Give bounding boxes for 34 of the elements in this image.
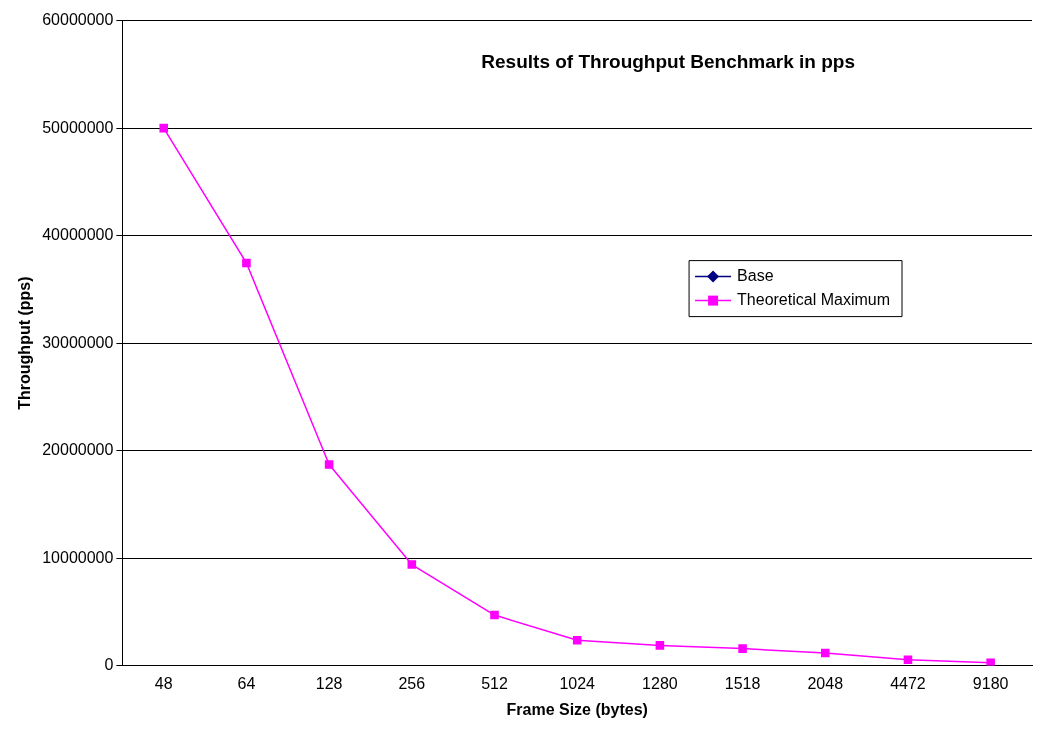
y-tick-label: 10000000 — [42, 548, 114, 566]
point — [903, 655, 913, 665]
point — [159, 123, 169, 133]
y-tick-label: 30000000 — [42, 333, 114, 351]
point — [324, 460, 334, 469]
x-tick-label: 512 — [481, 674, 508, 692]
y-tick-label: 40000000 — [42, 226, 114, 244]
point — [655, 641, 665, 650]
point — [490, 610, 499, 620]
x-tick-label: 9180 — [972, 674, 1009, 692]
x-tick-label: 4472 — [890, 674, 926, 692]
y-tick-label: 60000000 — [42, 11, 114, 29]
x-tick-label: 1518 — [724, 674, 761, 692]
point — [738, 644, 747, 653]
y-axis-title: Throughput (pps) — [16, 276, 34, 410]
y-tick-label: 20000000 — [42, 441, 114, 459]
legend-label: Base — [737, 267, 774, 285]
point — [407, 560, 417, 569]
text: Results of Throughput Benchmark in pps — [481, 50, 855, 72]
x-tick-label: 1280 — [642, 674, 678, 692]
x-tick-label: 128 — [315, 674, 343, 692]
legend-label: Theoretical Maximum — [737, 291, 891, 309]
point — [986, 658, 995, 666]
point — [242, 258, 251, 268]
x-tick-label: 2048 — [807, 674, 844, 692]
x-tick-label: 48 — [154, 674, 173, 692]
x-axis-title: Frame Size (bytes) — [506, 700, 648, 718]
y-tick-label: 0 — [104, 656, 114, 674]
point — [820, 648, 830, 658]
point — [572, 636, 582, 645]
y-tick-label: 50000000 — [42, 118, 114, 136]
x-tick-label: 256 — [398, 674, 426, 692]
x-tick-label: 64 — [237, 674, 256, 692]
x-tick-label: 1024 — [559, 674, 596, 692]
